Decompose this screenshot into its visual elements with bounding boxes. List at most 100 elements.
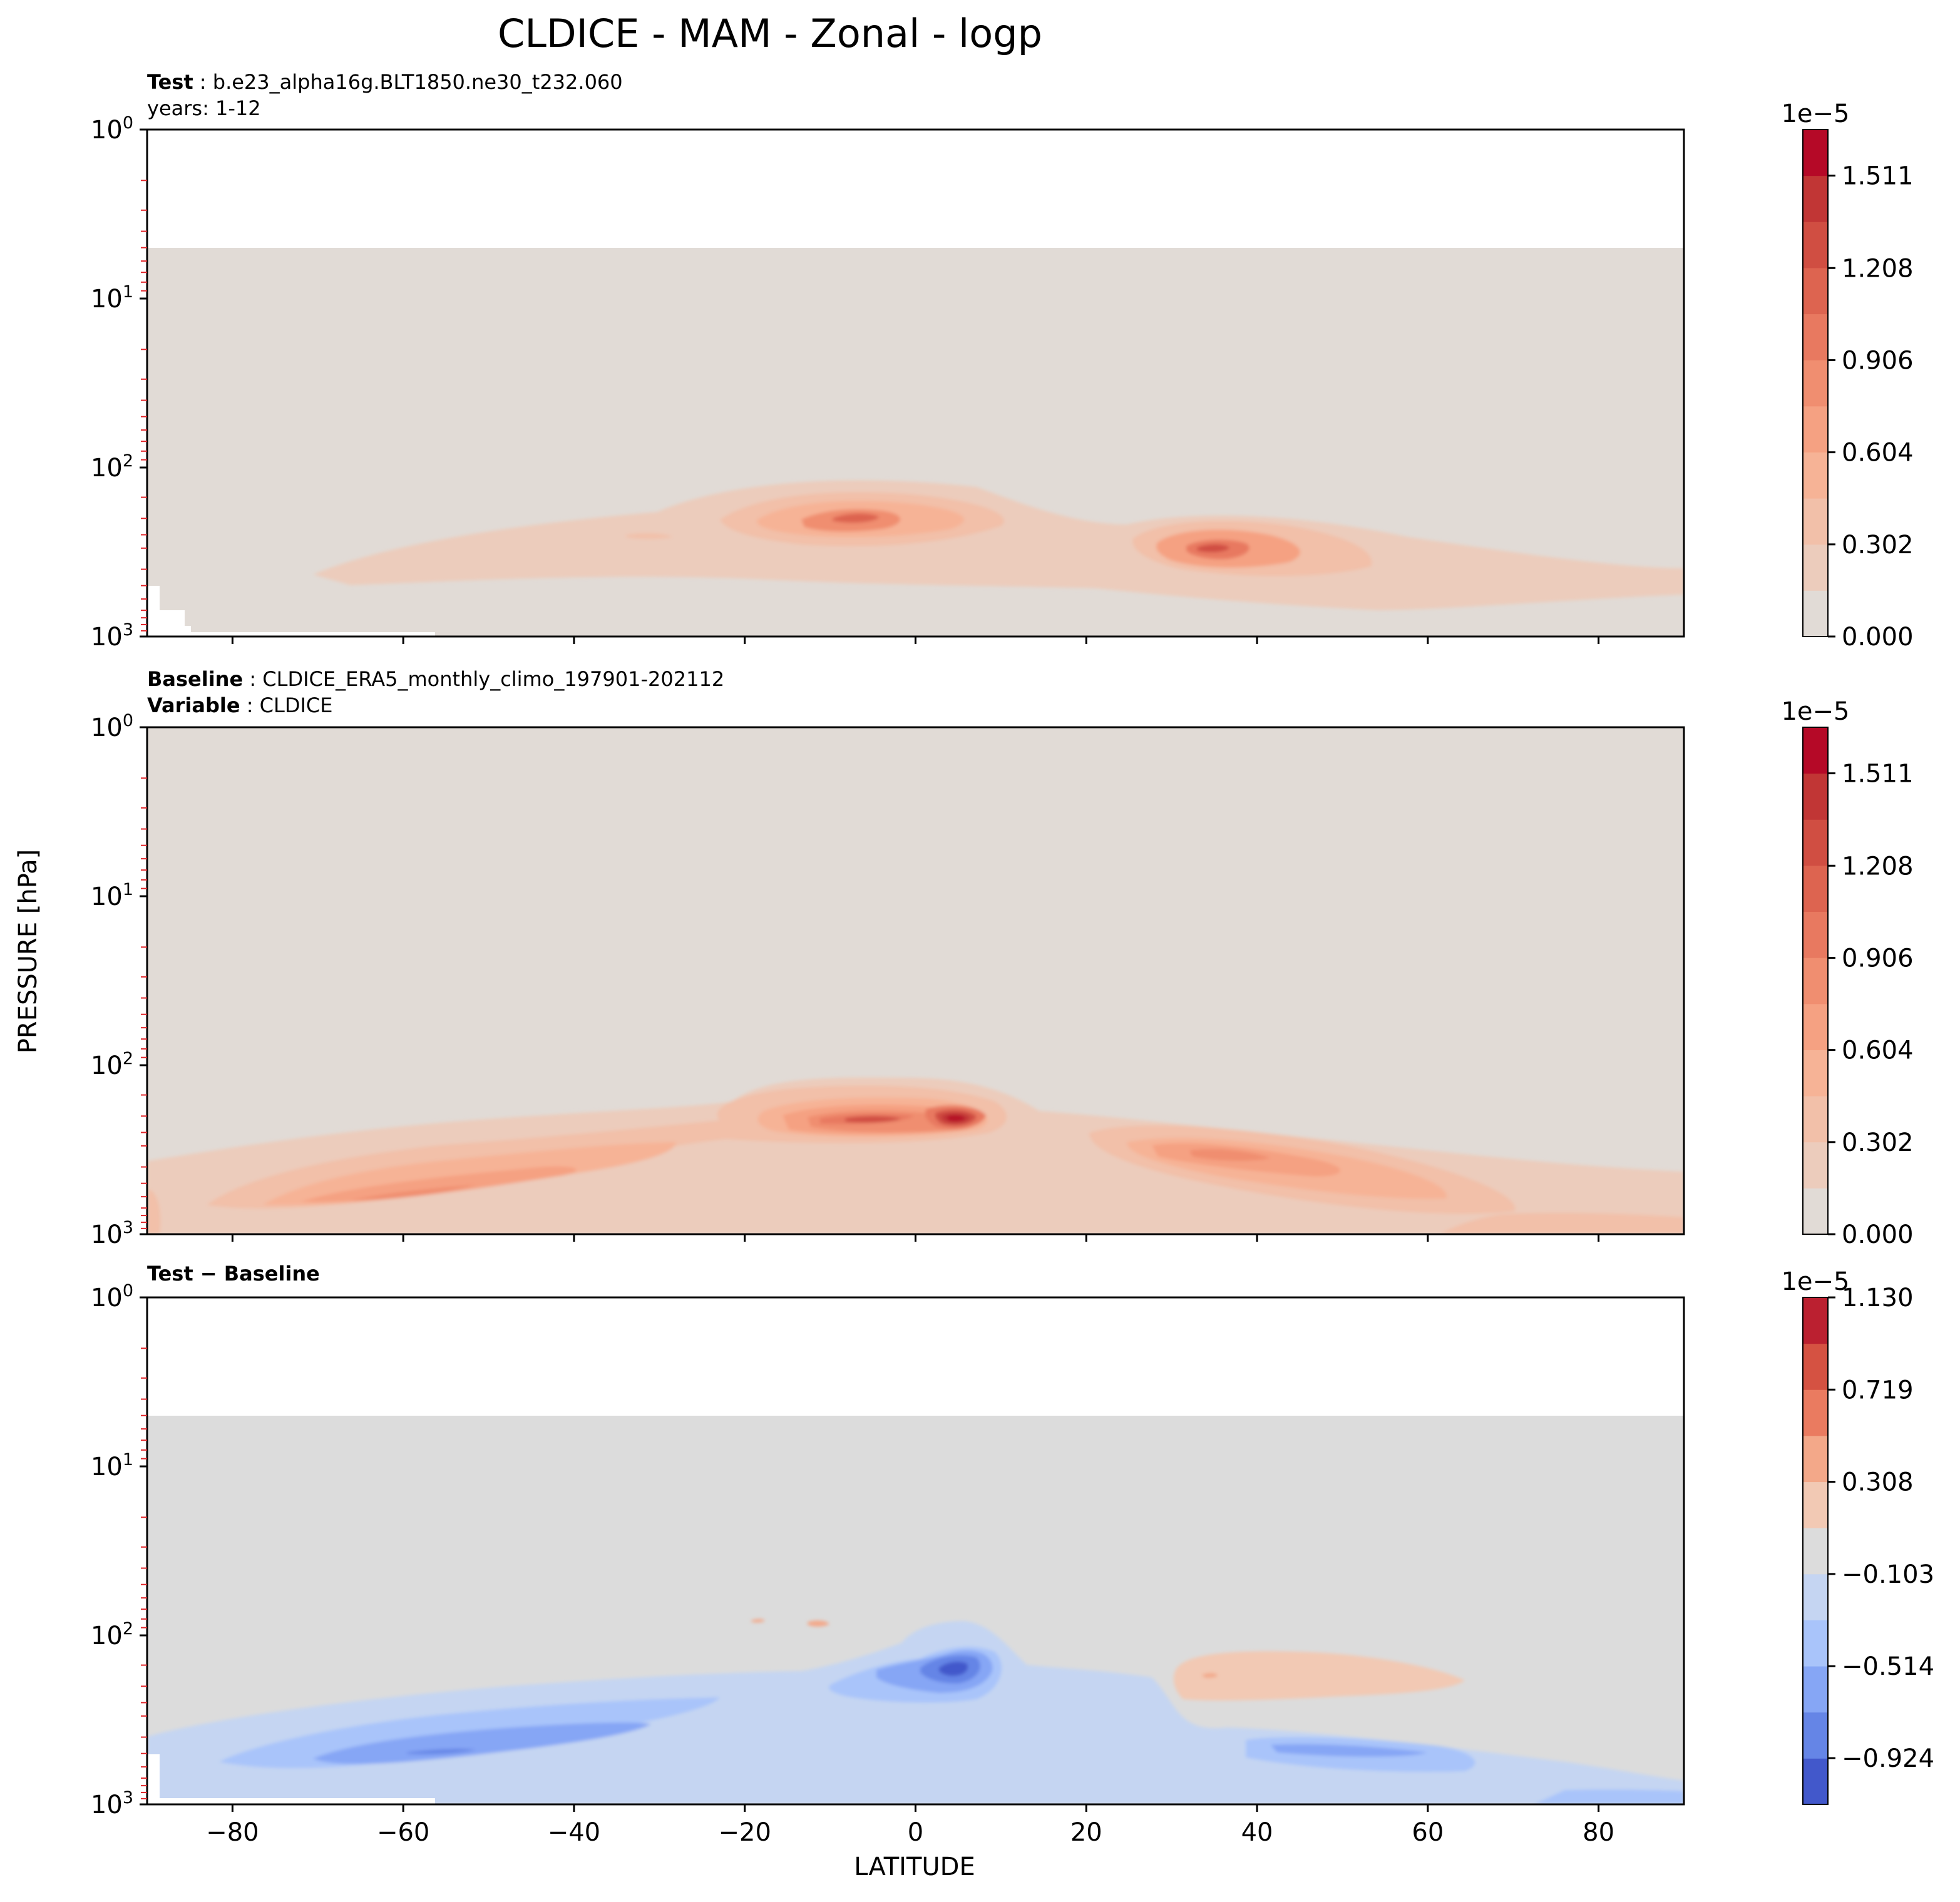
missing-data-white <box>147 586 435 637</box>
colorbar-swatch <box>1803 314 1828 360</box>
colorbar-tick-label: −0.514 <box>1842 1652 1934 1681</box>
y-tick-label: 103 <box>91 1218 133 1249</box>
panel-baseline-variable-bold: Variable <box>147 693 240 717</box>
colorbar-swatch <box>1803 1050 1828 1097</box>
y-tick-label: 103 <box>91 1788 133 1819</box>
colorbar-tick-label: 0.604 <box>1842 439 1914 468</box>
colorbar-swatch <box>1803 1096 1828 1143</box>
contour-band <box>147 1189 1684 1234</box>
x-tick-label: −80 <box>206 1818 259 1847</box>
colorbar-exponent: 1e−5 <box>1781 1267 1849 1296</box>
colorbar-swatch <box>1803 175 1828 222</box>
panel-test-case-name: b.e23_alpha16g.BLT1850.ne30_t232.060 <box>213 70 623 94</box>
colorbar-frame <box>1802 727 1829 1235</box>
contour-band <box>313 480 1684 610</box>
panel-difference-title: Test − Baseline <box>147 1262 320 1286</box>
colorbar-swatch <box>1803 498 1828 545</box>
colorbar-tick-label: 0.302 <box>1842 531 1914 560</box>
panel-baseline-header-1: Baseline : CLDICE_ERA5_monthly_climo_197… <box>147 667 724 691</box>
y-tick-label: 101 <box>91 1450 133 1481</box>
colorbar-swatch <box>1803 911 1828 958</box>
y-tick-label: 100 <box>91 711 133 742</box>
colorbar-tick-label: 1.208 <box>1842 852 1914 881</box>
panel-test: Test : b.e23_alpha16g.BLT1850.ne30_t232.… <box>91 70 1685 652</box>
contour-band <box>1534 1789 1684 1804</box>
colorbar-tick-label: −0.924 <box>1842 1744 1934 1773</box>
colorbar-swatch <box>1803 544 1828 591</box>
colorbar-swatch <box>1803 1188 1828 1235</box>
colorbar-swatch <box>1803 267 1828 315</box>
colorbar-swatch <box>1803 1481 1828 1528</box>
colorbar-swatch <box>1803 1142 1828 1189</box>
colorbar-swatch <box>1803 590 1828 637</box>
y-tick-label: 101 <box>91 880 133 911</box>
colorbar-swatch <box>1803 1620 1828 1667</box>
colorbar-frame <box>1802 129 1829 637</box>
x-tick-label: 20 <box>1070 1818 1102 1847</box>
x-tick-label: −20 <box>719 1818 771 1847</box>
colorbar-swatch <box>1803 865 1828 913</box>
y-tick-label: 103 <box>91 620 133 652</box>
colorbar-swatch <box>1803 1343 1828 1390</box>
panel-difference-contours <box>147 1618 1684 1804</box>
colorbar-tick-label: 1.130 <box>1842 1284 1914 1312</box>
panel-baseline-y-ticks: 100 101 102 103 <box>91 711 147 1249</box>
contour-band <box>626 533 673 539</box>
y-tick-label: 100 <box>91 1281 133 1312</box>
colorbar-swatch <box>1803 1712 1828 1759</box>
colorbar-swatch <box>1803 222 1828 268</box>
contour-band <box>1173 1651 1465 1701</box>
panel-baseline-case-name: CLDICE_ERA5_monthly_climo_197901-202112 <box>262 667 724 691</box>
panel-difference-x-ticks: −80 −60 −40 −20 0 20 40 60 80 <box>206 1804 1614 1847</box>
x-tick-label: 40 <box>1241 1818 1273 1847</box>
panel-baseline-header-2: Variable : CLDICE <box>147 693 332 717</box>
panel-test-header-1: Test : b.e23_alpha16g.BLT1850.ne30_t232.… <box>147 70 623 94</box>
panel-baseline-separator-2: : <box>240 693 260 717</box>
colorbar-swatch <box>1803 1666 1828 1713</box>
panel-difference: Test − Baseline 100 101 102 103 −80 −60 −40 −2… <box>91 1262 1685 1847</box>
contour-band <box>833 513 880 523</box>
y-tick-label: 101 <box>91 282 133 314</box>
contour-band <box>313 1650 1427 1764</box>
panel-baseline-contours <box>147 1077 1684 1234</box>
y-tick-label: 102 <box>91 451 133 483</box>
panel-baseline-variable-name: CLDICE <box>260 693 333 717</box>
panel-test-separator: : <box>193 70 213 94</box>
colorbar-swatch <box>1803 1528 1828 1575</box>
x-tick-label: −40 <box>548 1818 600 1847</box>
colorbar-tick-label: 0.308 <box>1842 1468 1914 1497</box>
colorbar-tick-label: 0.604 <box>1842 1036 1914 1065</box>
colorbar-tick-label: 0.906 <box>1842 346 1914 375</box>
colorbar-swatch <box>1803 1389 1828 1436</box>
panel-baseline-separator: : <box>243 667 262 691</box>
y-tick-label: 102 <box>91 1619 133 1650</box>
colorbar-frame <box>1802 1297 1829 1805</box>
colorbar-swatch <box>1803 1297 1828 1344</box>
colorbar-swatch <box>1803 819 1828 866</box>
colorbar-swatch <box>1803 1758 1828 1805</box>
colorbar-tick-label: 0.302 <box>1842 1128 1914 1157</box>
colorbar-tick-label: 1.511 <box>1842 162 1914 191</box>
panel-test-years: years: 1-12 <box>147 96 261 120</box>
x-tick-label: −60 <box>377 1818 429 1847</box>
contour-band <box>845 1110 977 1126</box>
colorbar-tick-label: 1.208 <box>1842 254 1914 283</box>
colorbar-swatch <box>1803 1435 1828 1483</box>
panel-baseline-label-bold: Baseline <box>147 667 243 691</box>
colorbar-swatch <box>1803 452 1828 499</box>
colorbar-difference: 1e−51.130 0.719 0.308 −0.103 −0.514 −0.924 <box>1781 1267 1934 1805</box>
x-tick-label: 60 <box>1412 1818 1444 1847</box>
colorbar-swatch <box>1803 773 1828 820</box>
missing-data-white <box>147 1754 435 1804</box>
colorbar-tick-label: 0.000 <box>1842 623 1914 652</box>
x-tick-label: 80 <box>1583 1818 1614 1847</box>
contour-band <box>1197 544 1230 553</box>
contour-band <box>947 1115 965 1122</box>
colorbar-swatch <box>1803 1573 1828 1620</box>
contour-band <box>938 1661 968 1676</box>
colorbar-swatch <box>1803 727 1828 774</box>
contour-band <box>351 1110 1271 1200</box>
panel-test-contours <box>313 480 1684 610</box>
colorbar-swatch <box>1803 406 1828 452</box>
